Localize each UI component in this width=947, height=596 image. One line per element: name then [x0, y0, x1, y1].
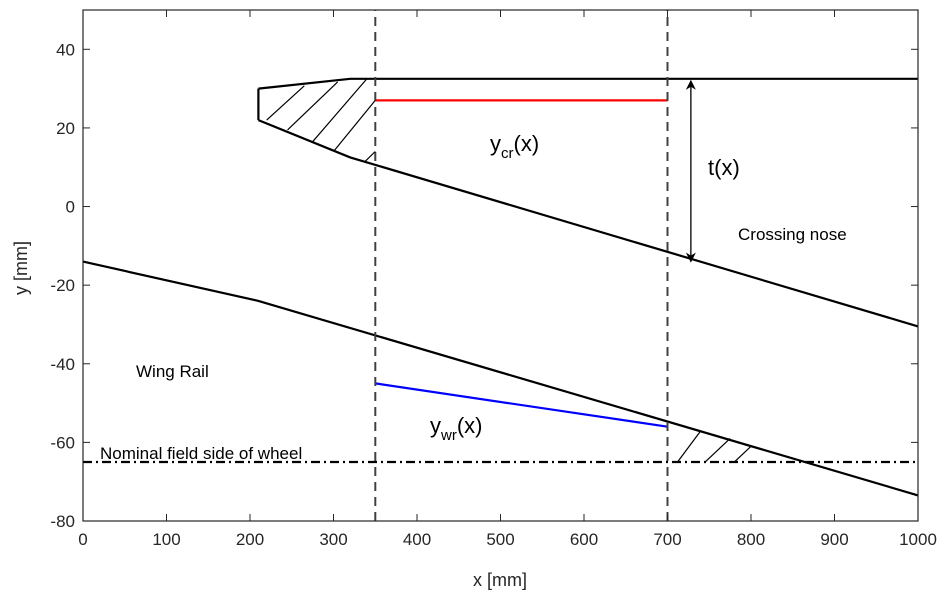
series-y-wr: [375, 382, 668, 428]
x-tick-label: 800: [737, 530, 765, 549]
hatch-line-4: [333, 100, 376, 152]
x-tick-label: 900: [820, 530, 848, 549]
hatch-line-7: [704, 438, 731, 463]
x-tick-label: 500: [486, 530, 514, 549]
hatch-line-3: [312, 78, 368, 143]
x-axis-label: x [mm]: [473, 570, 527, 590]
series-layer: [82, 10, 919, 521]
series-crossing-nose-top: [258, 77, 918, 90]
x-tick-label: 700: [653, 530, 681, 549]
hatch-layer: [266, 78, 752, 463]
wing-rail-label: Wing Rail: [136, 362, 209, 381]
hatch-line-6: [677, 430, 702, 463]
y-tick-label: -60: [50, 433, 75, 452]
y-tick-label: -80: [50, 512, 75, 531]
ycr-annotation: ycr(x): [490, 131, 539, 162]
hatch-line-8: [733, 445, 752, 463]
x-tick-label: 1000: [899, 530, 937, 549]
x-tick-label: 200: [236, 530, 264, 549]
x-tick-label: 300: [319, 530, 347, 549]
x-tick-label: 0: [78, 530, 87, 549]
hatch-line-5: [364, 151, 376, 162]
tick-layer: 0 100 200 300 400 500 600 700 800 900 1000-80-60-4…: [50, 10, 937, 549]
crossing-nose-label: Crossing nose: [738, 225, 847, 244]
series-wing-rail: [82, 260, 919, 497]
nominal-field-side-label: Nominal field side of wheel: [100, 444, 302, 463]
thickness-annotation: t(x): [708, 155, 740, 180]
y-tick-label: 0: [66, 198, 75, 217]
y-tick-label: 20: [56, 119, 75, 138]
y-tick-label: 40: [56, 40, 75, 59]
x-tick-label: 100: [152, 530, 180, 549]
hatch-line-1: [266, 85, 305, 121]
x-tick-label: 400: [403, 530, 431, 549]
y-tick-label: -40: [50, 355, 75, 374]
x-tick-label: 600: [570, 530, 598, 549]
series-crossing-nose-bottom: [257, 119, 919, 328]
hatch-line-2: [287, 81, 339, 131]
y-axis-label: y [mm]: [11, 241, 31, 295]
plot-area: [83, 10, 918, 521]
ywr-annotation: ywr(x): [430, 413, 482, 444]
y-tick-label: -20: [50, 276, 75, 295]
